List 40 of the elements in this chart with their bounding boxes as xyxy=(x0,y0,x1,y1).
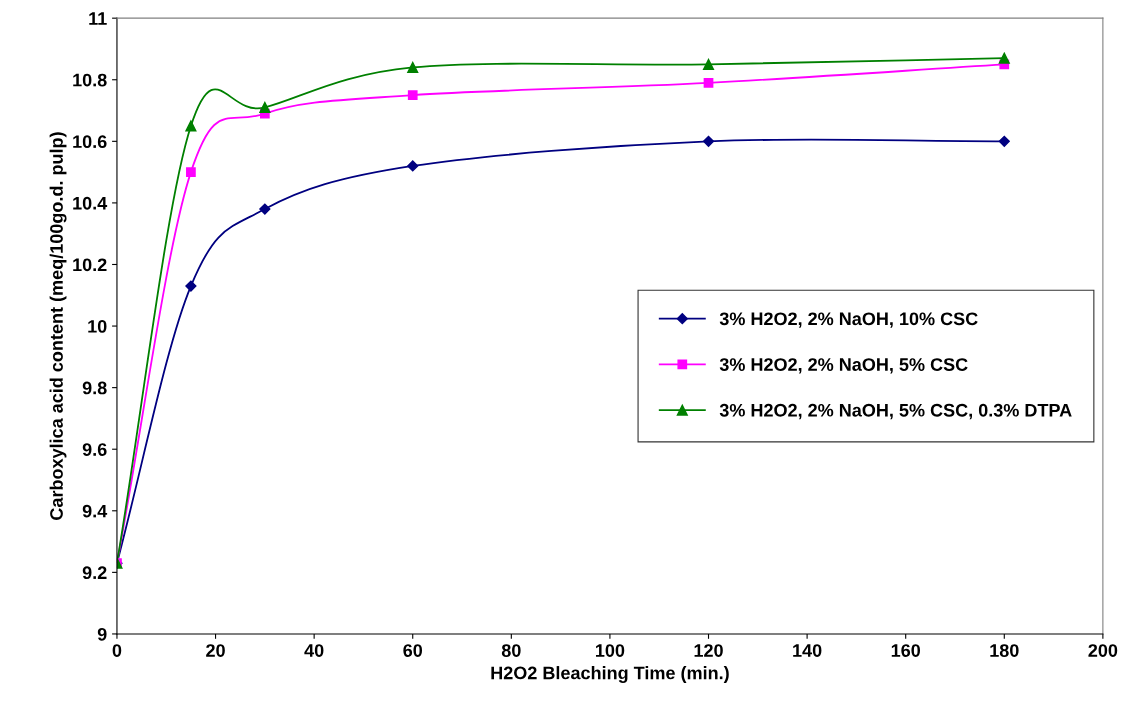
y-tick-label: 10.4 xyxy=(73,196,108,210)
x-tick-label: 0 xyxy=(112,644,122,657)
point xyxy=(259,203,271,215)
x-tick-label: 80 xyxy=(501,644,521,657)
x-tick-label: 100 xyxy=(595,644,625,657)
point xyxy=(186,167,196,177)
y-tick-label: 9.4 xyxy=(82,504,108,518)
x-axis-title: H2O2 Bleaching Time (min.) xyxy=(491,666,729,683)
x-tick-label: 180 xyxy=(990,644,1019,657)
point xyxy=(185,280,197,292)
legend-label: 3% H2O2, 2% NaOH, 5% CSC xyxy=(719,358,968,374)
x-tick-label: 40 xyxy=(304,644,324,657)
x-tick-label: 140 xyxy=(793,644,822,657)
point xyxy=(702,135,715,147)
x-tick-label: 20 xyxy=(206,644,225,657)
point xyxy=(259,101,271,114)
legend-label: 3% H2O2, 2% NaOH, 5% CSC, 0.3% DTPA xyxy=(719,403,1072,420)
y-axis-title: Carboxylica acid content (meq/100go.d. pulp) xyxy=(49,132,67,520)
point xyxy=(407,90,418,101)
x-tick-label: 200 xyxy=(1088,644,1118,657)
y-tick-label: 9.2 xyxy=(82,566,107,580)
y-tick-label: 10.2 xyxy=(73,258,107,272)
y-tick-label: 9.8 xyxy=(82,381,107,395)
point xyxy=(998,135,1010,147)
legend-label: 3% H2O2, 2% NaOH, 10% CSC xyxy=(719,312,978,328)
point xyxy=(185,120,197,132)
point xyxy=(998,52,1010,64)
y-tick-label: 10.6 xyxy=(73,135,107,149)
point xyxy=(703,77,714,88)
x-tick-label: 120 xyxy=(694,644,723,657)
point xyxy=(407,61,419,73)
x-tick-label: 60 xyxy=(403,644,423,657)
y-tick-label: 11 xyxy=(89,12,107,25)
point xyxy=(407,160,419,172)
point xyxy=(702,58,715,70)
x-tick-label: 160 xyxy=(891,644,921,657)
y-tick-label: 9 xyxy=(97,627,107,641)
y-tick-label: 10.8 xyxy=(73,73,107,87)
y-tick-label: 10 xyxy=(88,319,107,333)
y-tick-label: 9.6 xyxy=(82,443,107,456)
